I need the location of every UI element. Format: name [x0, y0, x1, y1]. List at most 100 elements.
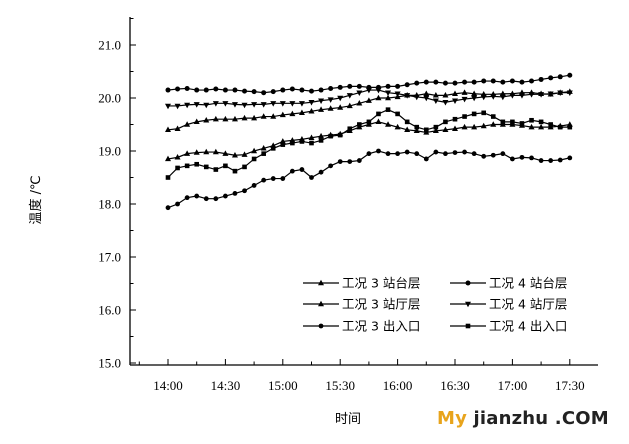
data-point [376, 148, 381, 154]
data-point [404, 149, 410, 155]
data-point [337, 95, 344, 102]
data-point [328, 163, 334, 169]
data-point [270, 101, 277, 107]
series-1 [165, 118, 573, 162]
data-point [347, 83, 353, 89]
plot-frame [129, 17, 598, 366]
data-point [538, 123, 545, 130]
data-point [462, 114, 467, 119]
data-point [337, 159, 343, 165]
data-point [481, 110, 486, 116]
data-point [289, 101, 296, 107]
data-point [231, 151, 238, 158]
data-point [203, 196, 209, 202]
data-point [318, 169, 324, 175]
data-point [529, 78, 535, 84]
data-point [299, 139, 305, 144]
data-point [404, 119, 410, 125]
data-point [279, 101, 286, 107]
data-point [433, 149, 439, 155]
data-point [260, 102, 267, 108]
data-point [213, 86, 219, 92]
y-tick-label: 16.0 [98, 303, 121, 318]
data-point [433, 79, 439, 85]
data-point [318, 98, 325, 104]
x-axis-title: 时间 [335, 412, 361, 427]
data-point [279, 111, 286, 118]
data-point [385, 94, 392, 101]
data-point [424, 127, 429, 133]
data-point [557, 157, 563, 163]
data-point [557, 124, 563, 130]
data-point [538, 76, 544, 82]
data-point [184, 121, 191, 127]
data-point [365, 97, 372, 103]
data-point [194, 161, 199, 167]
data-point [452, 116, 458, 122]
data-point [309, 88, 314, 94]
data-point [443, 151, 448, 157]
data-point [251, 147, 258, 154]
data-point [443, 119, 448, 125]
data-point [270, 176, 276, 181]
data-point [471, 90, 478, 96]
data-point [547, 91, 554, 98]
data-point [356, 90, 363, 96]
data-point [432, 92, 439, 98]
data-point [222, 101, 229, 107]
data-point [461, 96, 468, 103]
data-point [519, 154, 525, 160]
data-point [299, 87, 305, 93]
data-point [548, 158, 554, 163]
data-point [194, 193, 200, 199]
data-point [232, 191, 238, 196]
data-point [165, 155, 171, 162]
data-point [165, 205, 171, 211]
data-point [395, 83, 401, 89]
y-tick-label: 18.0 [98, 197, 121, 212]
data-point [490, 121, 497, 127]
data-point [289, 110, 296, 117]
data-point [251, 183, 257, 188]
data-point [413, 127, 420, 134]
series-4 [165, 87, 573, 110]
data-point [423, 90, 430, 96]
data-point [251, 89, 257, 95]
x-tick-label: 16:30 [440, 378, 470, 393]
data-point [357, 122, 362, 127]
legend-item: 工况 3 站台层 [303, 276, 420, 291]
data-point [442, 80, 448, 86]
data-point [280, 142, 286, 147]
data-point [356, 158, 362, 163]
data-point [279, 138, 286, 144]
data-point [442, 100, 449, 106]
data-point [395, 111, 400, 117]
data-point [471, 111, 477, 117]
series-2 [165, 72, 573, 96]
data-point [270, 113, 277, 119]
data-point [347, 126, 353, 132]
x-tick-label: 16:00 [383, 378, 413, 393]
data-point [538, 158, 544, 163]
data-point [175, 201, 180, 207]
data-point [318, 87, 324, 93]
data-point [165, 175, 171, 180]
data-point [509, 78, 515, 84]
x-tick-label: 15:00 [268, 378, 298, 393]
data-point [232, 87, 238, 93]
legend-label: 工况 4 站厅层 [489, 297, 567, 312]
data-point [184, 102, 191, 109]
data-point [548, 122, 553, 127]
data-point [318, 106, 325, 112]
data-point [471, 151, 477, 157]
data-point [462, 149, 467, 155]
data-point [567, 155, 573, 161]
series-line [167, 150, 570, 209]
x-tick-label: 15:30 [325, 378, 355, 393]
y-tick-label: 17.0 [98, 250, 121, 265]
data-point [423, 95, 430, 102]
data-point [365, 87, 372, 94]
data-point [567, 72, 573, 78]
data-point [490, 78, 496, 84]
